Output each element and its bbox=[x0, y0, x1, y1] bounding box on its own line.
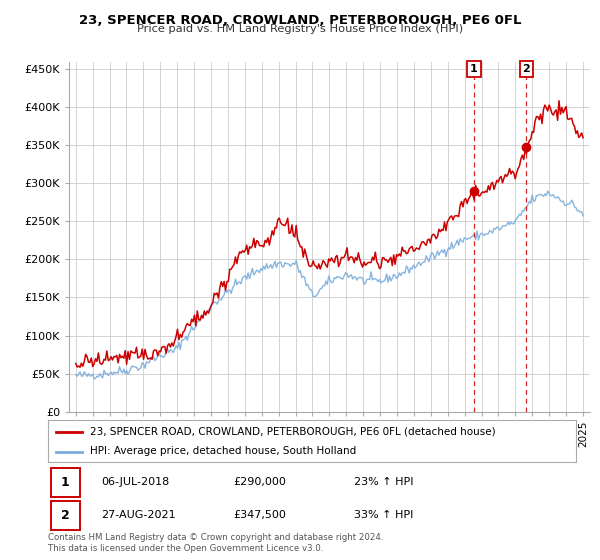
Text: 23, SPENCER ROAD, CROWLAND, PETERBOROUGH, PE6 0FL (detached house): 23, SPENCER ROAD, CROWLAND, PETERBOROUGH… bbox=[90, 427, 496, 437]
Text: 2: 2 bbox=[61, 508, 70, 521]
Text: 1: 1 bbox=[61, 475, 70, 489]
Text: Price paid vs. HM Land Registry's House Price Index (HPI): Price paid vs. HM Land Registry's House … bbox=[137, 24, 463, 34]
Text: 23, SPENCER ROAD, CROWLAND, PETERBOROUGH, PE6 0FL: 23, SPENCER ROAD, CROWLAND, PETERBOROUGH… bbox=[79, 14, 521, 27]
Text: 06-JUL-2018: 06-JUL-2018 bbox=[101, 477, 169, 487]
Text: 23% ↑ HPI: 23% ↑ HPI bbox=[354, 477, 414, 487]
Text: HPI: Average price, detached house, South Holland: HPI: Average price, detached house, Sout… bbox=[90, 446, 356, 456]
Text: £290,000: £290,000 bbox=[233, 477, 286, 487]
Text: 27-AUG-2021: 27-AUG-2021 bbox=[101, 510, 175, 520]
Text: Contains HM Land Registry data © Crown copyright and database right 2024.
This d: Contains HM Land Registry data © Crown c… bbox=[48, 533, 383, 553]
FancyBboxPatch shape bbox=[50, 468, 80, 497]
Text: 2: 2 bbox=[523, 64, 530, 74]
FancyBboxPatch shape bbox=[50, 501, 80, 530]
Text: 1: 1 bbox=[470, 64, 478, 74]
Text: £347,500: £347,500 bbox=[233, 510, 286, 520]
Text: 33% ↑ HPI: 33% ↑ HPI bbox=[354, 510, 413, 520]
